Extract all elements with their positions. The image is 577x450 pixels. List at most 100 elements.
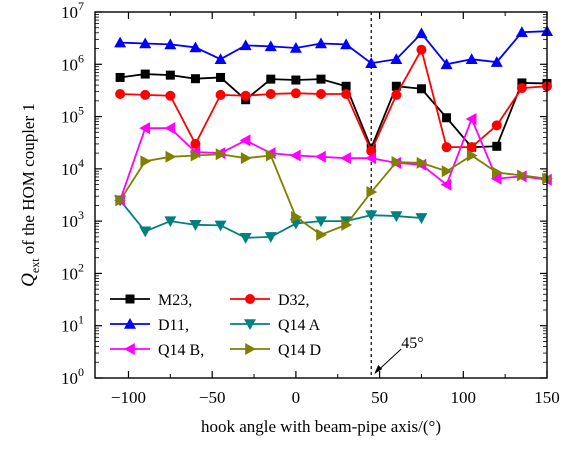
data-point-q14-d — [115, 194, 127, 207]
data-point-q14-a — [264, 232, 277, 243]
data-point-q14-a — [139, 226, 152, 238]
y-tick-exponent: 0 — [78, 365, 84, 379]
data-point-d11 — [239, 39, 252, 51]
y-tick-exponent: 3 — [78, 208, 84, 222]
legend-label-q14-a: Q14 A — [278, 317, 321, 334]
y-tick-exponent: 7 — [78, 0, 84, 13]
data-point-m23 — [391, 81, 401, 91]
x-tick-label: 0 — [292, 388, 301, 407]
x-tick-label: 50 — [371, 388, 388, 407]
x-axis-title: hook angle with beam-pipe axis/(°) — [201, 417, 441, 436]
data-point-m23 — [216, 72, 226, 82]
y-tick-base: 10 — [61, 3, 78, 22]
legend-label-m23: M23, — [158, 292, 192, 309]
data-point-d11 — [189, 41, 202, 53]
data-point-d11 — [214, 53, 227, 65]
data-point-d32 — [240, 90, 251, 101]
data-point-d32 — [190, 138, 201, 149]
data-point-q14-d — [391, 156, 403, 169]
data-point-q14-b — [164, 122, 176, 135]
data-point-d11 — [289, 41, 302, 53]
data-point-q14-d — [466, 149, 478, 162]
data-point-d11 — [264, 40, 277, 52]
legend-marker-q14-b — [124, 343, 135, 355]
data-point-d11 — [164, 38, 177, 50]
data-point-q14-a — [315, 216, 327, 228]
y-axis-title-main: Q — [18, 273, 39, 287]
data-point-q14-a — [164, 216, 177, 228]
y-axis-title-subscript: ext — [28, 258, 42, 273]
data-point-m23 — [517, 78, 527, 88]
legend-marker-m23 — [125, 294, 135, 304]
data-point-m23 — [165, 70, 175, 80]
data-point-q14-d — [491, 166, 503, 179]
series-line-d32 — [120, 47, 548, 154]
data-point-d32 — [165, 90, 176, 101]
data-point-m23 — [492, 141, 502, 151]
data-point-q14-b — [440, 178, 452, 191]
y-tick-label: 106 — [61, 51, 84, 74]
data-point-d32 — [391, 89, 402, 100]
data-point-d11 — [415, 27, 428, 39]
data-point-m23 — [316, 74, 326, 84]
data-point-d32 — [441, 142, 452, 153]
data-point-q14-d — [240, 152, 252, 165]
y-tick-exponent: 2 — [78, 260, 84, 274]
y-tick-base: 10 — [61, 212, 78, 231]
data-point-q14-d — [265, 149, 277, 162]
x-tick-label: 150 — [534, 388, 560, 407]
data-point-q14-d — [215, 148, 227, 161]
data-point-d11 — [390, 53, 403, 65]
data-point-q14-d — [291, 211, 302, 224]
data-point-q14-a — [189, 220, 202, 231]
data-point-q14-b — [490, 172, 502, 185]
y-tick-base: 10 — [61, 55, 78, 74]
data-point-q14-d — [366, 186, 378, 199]
data-point-d32 — [416, 44, 427, 55]
data-point-d32 — [466, 142, 477, 153]
x-tick-label: −50 — [199, 388, 226, 407]
legend-label-d11: D11, — [158, 317, 189, 334]
data-point-m23 — [416, 84, 426, 94]
data-point-q14-d — [441, 165, 453, 178]
legend-marker-d32 — [245, 294, 255, 304]
data-point-m23 — [291, 75, 301, 85]
legend-label-d32: D32, — [278, 292, 310, 309]
data-point-d32 — [491, 120, 502, 131]
data-point-q14-a — [390, 211, 403, 223]
data-point-m23 — [442, 113, 452, 123]
y-tick-base: 10 — [61, 369, 78, 388]
data-point-d32 — [341, 89, 352, 100]
y-tick-label: 100 — [61, 365, 84, 388]
data-point-q14-b — [465, 112, 477, 125]
data-point-m23 — [115, 72, 125, 82]
data-point-q14-d — [190, 149, 202, 162]
data-point-d11 — [365, 57, 378, 68]
y-tick-base: 10 — [61, 317, 78, 336]
y-tick-base: 10 — [61, 160, 78, 179]
data-point-d32 — [516, 83, 527, 94]
legend-label-q14-b: Q14 B, — [158, 342, 204, 359]
data-point-q14-b — [365, 152, 377, 165]
data-point-m23 — [266, 74, 276, 84]
x-tick-label: 100 — [451, 388, 477, 407]
legend-marker-q14-d — [245, 343, 256, 355]
data-point-q14-d — [341, 218, 353, 231]
data-point-d32 — [115, 89, 126, 100]
y-tick-label: 104 — [61, 156, 84, 179]
y-tick-label: 107 — [61, 0, 84, 22]
annotation-arrow-head — [374, 365, 383, 374]
data-point-m23 — [341, 81, 351, 91]
data-point-d11 — [465, 53, 478, 65]
y-tick-label: 102 — [61, 260, 84, 283]
data-point-q14-d — [517, 169, 528, 182]
data-point-d32 — [215, 89, 226, 100]
y-tick-label: 105 — [61, 104, 84, 127]
data-point-q14-a — [365, 210, 378, 222]
data-point-d32 — [140, 89, 151, 100]
y-tick-base: 10 — [61, 108, 78, 127]
data-point-d11 — [114, 36, 127, 48]
y-tick-exponent: 5 — [78, 104, 84, 118]
